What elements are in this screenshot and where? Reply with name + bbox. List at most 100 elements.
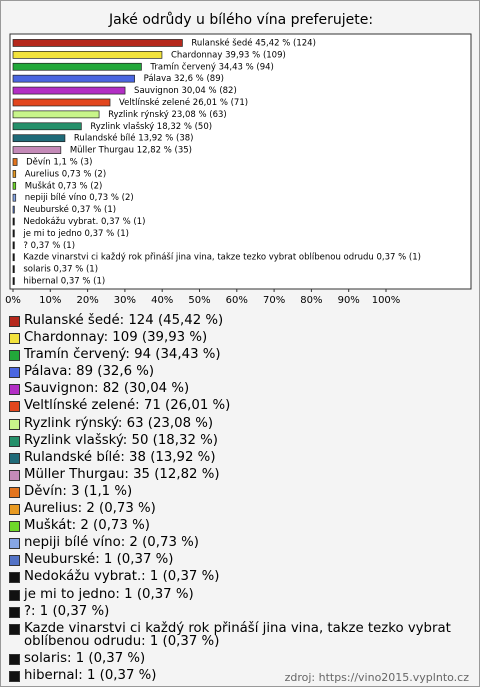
bar bbox=[12, 39, 183, 47]
legend-item: Chardonnay: 109 (39,93 %) bbox=[9, 331, 471, 345]
bar-label: Müller Thurgau 12,82 % (35) bbox=[70, 146, 192, 156]
bar bbox=[12, 181, 17, 190]
x-tick-label: 70% bbox=[263, 295, 285, 306]
legend-label: Aurelius: 2 (0,73 %) bbox=[24, 501, 156, 517]
bar-label: ? 0,37 % (1) bbox=[23, 241, 75, 251]
legend-swatch bbox=[9, 333, 20, 345]
bar bbox=[12, 193, 17, 202]
legend-item: Pálava: 89 (32,6 %) bbox=[9, 365, 471, 379]
legend-swatch bbox=[9, 469, 20, 481]
x-tick-label: 80% bbox=[300, 295, 322, 306]
bar bbox=[12, 265, 15, 273]
bar-label: Chardonnay 39,93 % (109) bbox=[171, 50, 286, 60]
bar-label: Tramín červený 34,43 % (94) bbox=[149, 61, 273, 72]
bar-label: Děvín 1,1 % (3) bbox=[26, 158, 92, 168]
bar-label: Ryzlink vlašský 18,32 % (50) bbox=[90, 121, 212, 132]
legend-swatch bbox=[9, 452, 20, 464]
bar-label: Ryzlink rýnský 23,08 % (63) bbox=[108, 110, 227, 120]
bar-label: Muškát 0,73 % (2) bbox=[25, 180, 103, 191]
legend-item: ?: 1 (0,37 %) bbox=[9, 605, 471, 619]
bar bbox=[12, 170, 17, 178]
bar-label: Pálava 32,6 % (89) bbox=[144, 74, 224, 84]
bar-label: Veltlínské zelené 26,01 % (71) bbox=[119, 97, 248, 108]
legend-swatch bbox=[9, 367, 20, 379]
bar-label: je mi to jedno 0,37 % (1) bbox=[22, 229, 129, 239]
x-tick-label: 40% bbox=[151, 295, 173, 306]
legend-item: Sauvignon: 82 (30,04 %) bbox=[9, 382, 471, 396]
legend-item: Neuburské: 1 (0,37 %) bbox=[9, 553, 471, 567]
legend-swatch bbox=[9, 435, 20, 447]
legend-swatch bbox=[9, 538, 20, 550]
legend-swatch bbox=[9, 589, 20, 601]
legend-label: Tramín červený: 94 (34,43 %) bbox=[24, 347, 221, 363]
bar bbox=[12, 98, 111, 107]
legend-item: Müller Thurgau: 35 (12,82 %) bbox=[9, 468, 471, 482]
legend-item: Děvín: 3 (1,1 %) bbox=[9, 485, 471, 499]
legend-label: Kazde vinarstvi ci každý rok přináší jin… bbox=[24, 620, 451, 650]
legend-label: Pálava: 89 (32,6 %) bbox=[24, 364, 155, 380]
bar bbox=[12, 229, 15, 238]
bar bbox=[12, 62, 142, 71]
legend-swatch bbox=[9, 316, 20, 327]
legend-label: Sauvignon: 82 (30,04 %) bbox=[24, 381, 190, 397]
legend-item: Nedokážu vybrat.: 1 (0,37 %) bbox=[9, 570, 471, 584]
bar-label: solaris 0,37 % (1) bbox=[23, 265, 98, 275]
legend-swatch bbox=[9, 486, 20, 498]
legend-swatch bbox=[9, 654, 20, 666]
bar-label: nepiji bílé víno 0,73 % (2) bbox=[25, 192, 134, 203]
bar bbox=[12, 86, 126, 95]
x-tick-label: 90% bbox=[338, 295, 360, 306]
bar bbox=[12, 277, 15, 285]
legend-label: ?: 1 (0,37 %) bbox=[24, 603, 110, 619]
bar bbox=[12, 51, 163, 59]
legend-swatch bbox=[9, 572, 20, 584]
legend-item: Muškát: 2 (0,73 %) bbox=[9, 519, 471, 533]
bar-label: Kazde vinarstvi ci každý rok přináší jin… bbox=[23, 252, 421, 263]
x-tick-label: 60% bbox=[226, 295, 248, 306]
bar bbox=[12, 205, 15, 214]
legend-item: hibernal: 1 (0,37 %) bbox=[9, 669, 471, 683]
chart: Jaké odrůdy u bílého vína preferujete: 0… bbox=[5, 12, 472, 306]
bar bbox=[12, 74, 135, 83]
legend-swatch bbox=[9, 555, 20, 567]
bar-label: Aurelius 0,73 % (2) bbox=[25, 169, 106, 179]
bar-label: Sauvignon 30,04 % (82) bbox=[134, 86, 237, 96]
x-tick-label: 100% bbox=[372, 295, 401, 306]
legend-item: Kazde vinarstvi ci každý rok přináší jin… bbox=[9, 620, 471, 650]
legend-label: Rulandské bílé: 38 (13,92 %) bbox=[24, 449, 216, 465]
legend-swatch bbox=[9, 671, 20, 683]
legend-label: Muškát: 2 (0,73 %) bbox=[24, 518, 150, 534]
bar-label: Neuburské 0,37 % (1) bbox=[23, 204, 116, 215]
bar bbox=[12, 241, 15, 250]
legend-label: Děvín: 3 (1,1 %) bbox=[24, 483, 133, 499]
bar-label: Rulanské šedé 45,42 % (124) bbox=[191, 37, 316, 48]
bar bbox=[12, 217, 15, 226]
source: zdroj: https://vino2015.vyplnto.cz bbox=[284, 671, 469, 684]
legend-item: Veltlínské zelené: 71 (26,01 %) bbox=[9, 399, 471, 413]
x-tick-label: 20% bbox=[76, 295, 98, 306]
legend-label: Veltlínské zelené: 71 (26,01 %) bbox=[24, 398, 231, 414]
x-tick-label: 30% bbox=[114, 295, 136, 306]
bar bbox=[12, 122, 82, 131]
legend-swatch bbox=[9, 401, 20, 413]
legend-item: nepiji bílé víno: 2 (0,73 %) bbox=[9, 536, 471, 550]
bar bbox=[12, 253, 15, 262]
legend-item: Ryzlink vlašský: 50 (18,32 %) bbox=[9, 434, 471, 448]
legend-label: Chardonnay: 109 (39,93 %) bbox=[24, 330, 208, 346]
bar-label: hibernal 0,37 % (1) bbox=[23, 277, 105, 287]
legend: Rulanské šedé: 124 (45,42 %) Chardonnay: … bbox=[9, 314, 471, 686]
bar-label: Nedokážu vybrat. 0,37 % (1) bbox=[23, 217, 145, 227]
legend-label: Müller Thurgau: 35 (12,82 %) bbox=[24, 466, 220, 482]
legend-label: Ryzlink rýnský: 63 (23,08 %) bbox=[24, 415, 214, 431]
legend-item: Ryzlink rýnský: 63 (23,08 %) bbox=[9, 417, 471, 431]
legend-label: je mi to jedno: 1 (0,37 %) bbox=[24, 586, 194, 602]
legend-swatch bbox=[9, 623, 20, 635]
legend-swatch bbox=[9, 606, 20, 618]
legend-item: Rulanské šedé: 124 (45,42 %) bbox=[9, 314, 471, 328]
legend-swatch bbox=[9, 350, 20, 362]
legend-label: Nedokážu vybrat.: 1 (0,37 %) bbox=[24, 569, 220, 585]
legend-label: Rulanské šedé: 124 (45,42 %) bbox=[24, 313, 224, 328]
legend-label: Neuburské: 1 (0,37 %) bbox=[24, 552, 174, 568]
legend-swatch bbox=[9, 504, 20, 516]
